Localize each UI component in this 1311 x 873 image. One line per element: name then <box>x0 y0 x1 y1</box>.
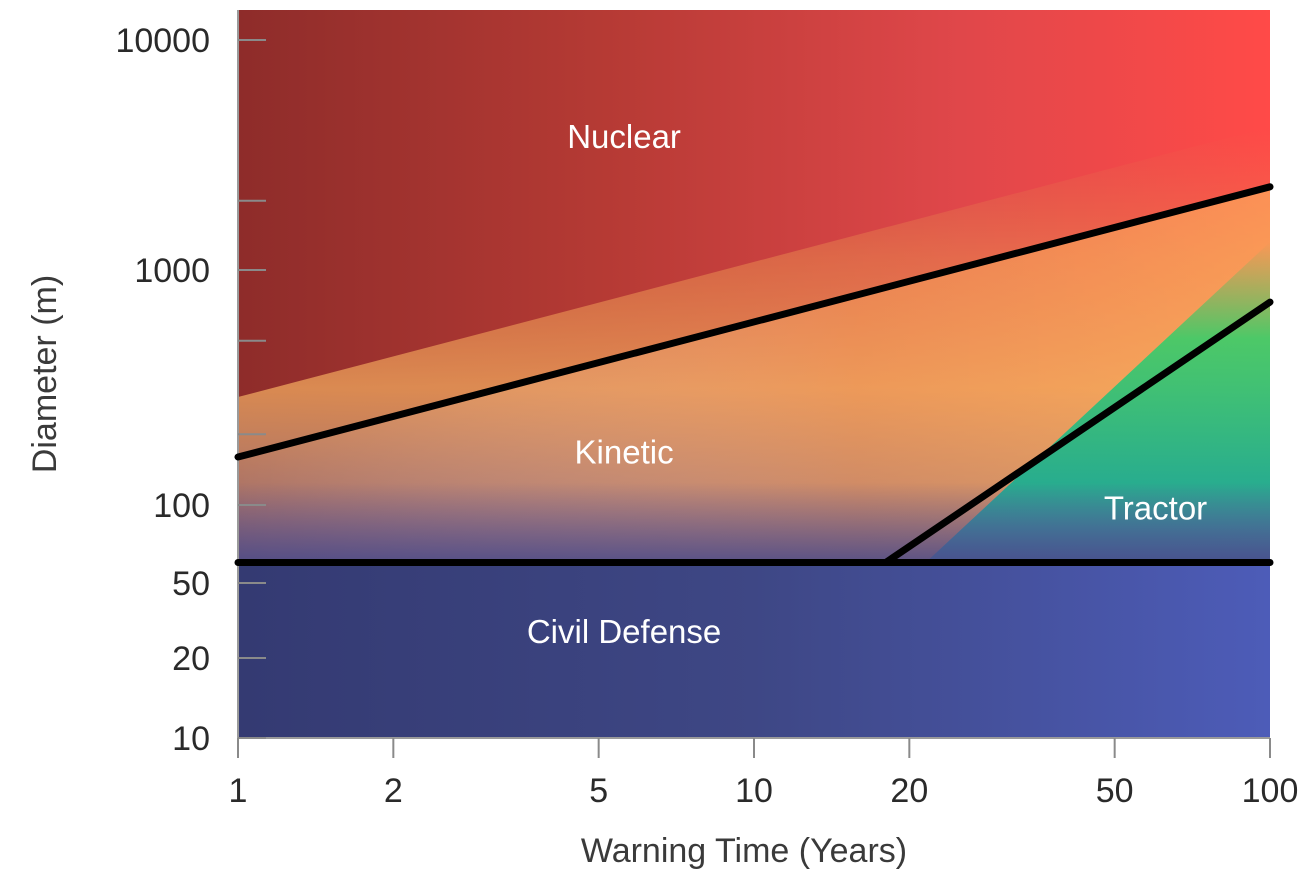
region-label-civil-defense: Civil Defense <box>527 613 721 650</box>
region-label-kinetic: Kinetic <box>575 434 674 471</box>
x-tick-label: 100 <box>1242 772 1299 810</box>
x-tick-label: 20 <box>890 772 928 810</box>
x-axis-title: Warning Time (Years) <box>581 832 907 870</box>
tractor-region-fill <box>925 242 1270 563</box>
x-axis-ticks: 1 2 5 10 20 50 100 <box>229 738 1299 810</box>
boundary-line-1 <box>234 183 1274 461</box>
x-tick-label: 1 <box>229 772 248 810</box>
x-tick-label: 10 <box>735 772 773 810</box>
region-label-nuclear: Nuclear <box>567 118 681 155</box>
plot-area-background <box>238 10 1270 738</box>
y-tick-label: 100 <box>153 487 210 525</box>
y-axis-title: Diameter (m) <box>26 275 64 473</box>
y-tick-label: 10000 <box>115 22 210 60</box>
region-transition-band <box>238 482 1270 563</box>
x-tick-label: 5 <box>589 772 608 810</box>
region-labels: Nuclear Kinetic Tractor Civil Defense <box>527 118 1207 650</box>
y-tick-label: 1000 <box>134 252 210 290</box>
kinetic-region-highlight <box>238 186 1270 563</box>
y-tick-label: 20 <box>172 640 210 678</box>
region-label-tractor: Tractor <box>1104 489 1207 526</box>
y-axis-ticks: 10 20 50 100 1000 10000 <box>115 22 266 758</box>
y-tick-label: 10 <box>172 720 210 758</box>
y-tick-label: 50 <box>172 565 210 603</box>
x-tick-label: 50 <box>1096 772 1134 810</box>
x-tick-label: 2 <box>384 772 403 810</box>
boundary-line-3 <box>882 298 1274 566</box>
region-boundaries <box>234 183 1274 566</box>
civil-defense-region-fill <box>238 562 1270 738</box>
